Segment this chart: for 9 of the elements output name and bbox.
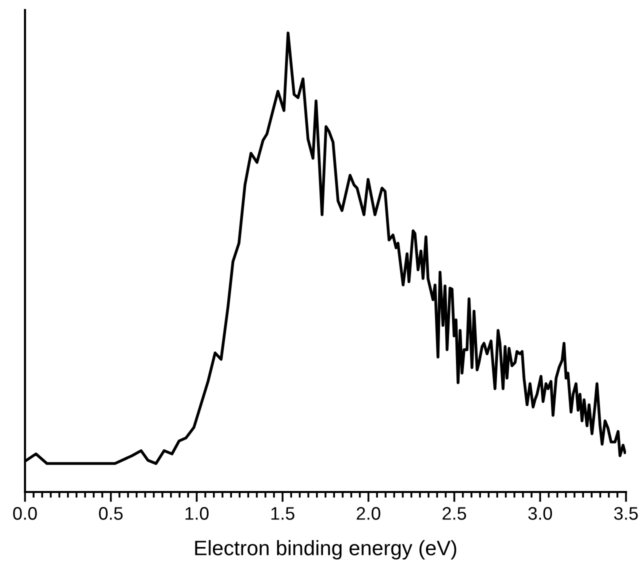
- x-tick-label: 3.0: [528, 507, 552, 520]
- x-tick-label: 1.0: [186, 507, 209, 520]
- x-tick-label: 0.5: [99, 507, 123, 520]
- x-tick-label: 0.0: [13, 507, 37, 520]
- x-tick-label: 1.5: [271, 507, 294, 520]
- x-tick-label: 2.5: [442, 507, 466, 520]
- x-tick-label: 2.0: [356, 507, 380, 520]
- x-tick-label: 3.5: [614, 507, 638, 520]
- x-axis-title: Electron binding energy (eV): [195, 540, 456, 560]
